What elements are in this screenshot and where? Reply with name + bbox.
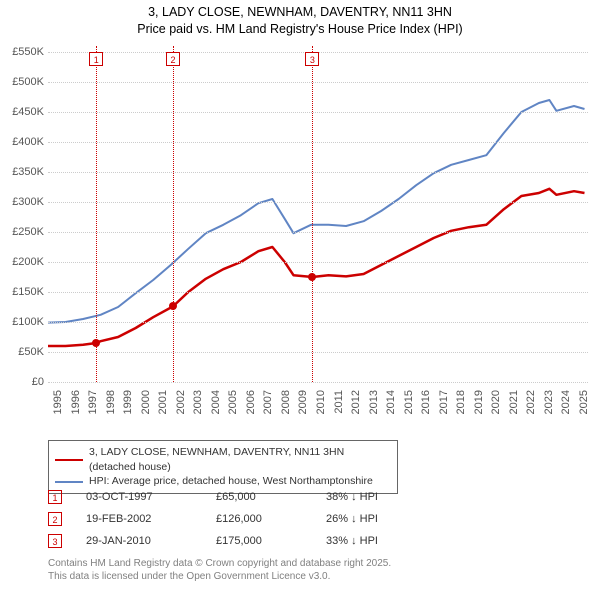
gridline <box>48 172 588 173</box>
sale-marker-number: 2 <box>166 52 180 66</box>
sales-row-number: 1 <box>48 490 62 504</box>
sales-row-number: 3 <box>48 534 62 548</box>
gridline <box>48 322 588 323</box>
sales-row: 3 29-JAN-2010£175,00033% ↓ HPI <box>48 530 446 552</box>
title-address: 3, LADY CLOSE, NEWNHAM, DAVENTRY, NN11 3… <box>0 4 600 21</box>
title-block: 3, LADY CLOSE, NEWNHAM, DAVENTRY, NN11 3… <box>0 0 600 38</box>
gridline <box>48 112 588 113</box>
y-tick-label: £0 <box>0 376 44 388</box>
y-tick-label: £300K <box>0 196 44 208</box>
sales-row-date: 03-OCT-1997 <box>86 491 216 503</box>
gridline <box>48 352 588 353</box>
sale-marker-line <box>312 46 313 382</box>
title-subtitle: Price paid vs. HM Land Registry's House … <box>0 21 600 38</box>
legend-swatch <box>55 459 83 461</box>
y-tick-label: £100K <box>0 316 44 328</box>
footnote: Contains HM Land Registry data © Crown c… <box>48 558 391 583</box>
sales-row: 2 19-FEB-2002£126,00026% ↓ HPI <box>48 508 446 530</box>
y-tick-label: £150K <box>0 286 44 298</box>
footnote-line2: This data is licensed under the Open Gov… <box>48 571 391 584</box>
sales-row-price: £65,000 <box>216 491 326 503</box>
sale-marker-dot <box>92 339 100 347</box>
footnote-line1: Contains HM Land Registry data © Crown c… <box>48 558 391 571</box>
y-tick-label: £200K <box>0 256 44 268</box>
sales-row-date: 29-JAN-2010 <box>86 535 216 547</box>
legend-label: 3, LADY CLOSE, NEWNHAM, DAVENTRY, NN11 3… <box>89 445 391 474</box>
sale-marker-number: 1 <box>89 52 103 66</box>
sales-row-price: £175,000 <box>216 535 326 547</box>
plot-area: 1 2 3 <box>48 46 588 382</box>
sale-marker-number: 3 <box>305 52 319 66</box>
sales-row-delta: 26% ↓ HPI <box>326 513 446 525</box>
sales-row-delta: 38% ↓ HPI <box>326 491 446 503</box>
sale-marker-line <box>96 46 97 382</box>
legend-row: 3, LADY CLOSE, NEWNHAM, DAVENTRY, NN11 3… <box>55 445 391 474</box>
sales-row-delta: 33% ↓ HPI <box>326 535 446 547</box>
x-tick-label: 2025 <box>578 390 600 414</box>
sales-row-date: 19-FEB-2002 <box>86 513 216 525</box>
gridline <box>48 292 588 293</box>
sales-row: 1 03-OCT-1997£65,00038% ↓ HPI <box>48 486 446 508</box>
y-tick-label: £450K <box>0 106 44 118</box>
series-hpi <box>48 100 585 323</box>
y-tick-label: £350K <box>0 166 44 178</box>
sale-marker-dot <box>169 302 177 310</box>
sale-marker-dot <box>308 273 316 281</box>
sales-table: 1 03-OCT-1997£65,00038% ↓ HPI 2 19-FEB-2002… <box>48 486 446 552</box>
y-tick-label: £400K <box>0 136 44 148</box>
chart: 1 2 3 £0 £50K £100K £150K £200K £250K £300K £350K… <box>0 40 600 430</box>
y-tick-label: £50K <box>0 346 44 358</box>
gridline <box>48 262 588 263</box>
legend-swatch <box>55 481 83 483</box>
y-tick-label: £550K <box>0 46 44 58</box>
sales-row-price: £126,000 <box>216 513 326 525</box>
gridline <box>48 142 588 143</box>
sale-marker-line <box>173 46 174 382</box>
gridline <box>48 202 588 203</box>
gridline <box>48 382 588 383</box>
sales-row-number: 2 <box>48 512 62 526</box>
y-tick-label: £500K <box>0 76 44 88</box>
y-tick-label: £250K <box>0 226 44 238</box>
gridline <box>48 82 588 83</box>
gridline <box>48 232 588 233</box>
page: 3, LADY CLOSE, NEWNHAM, DAVENTRY, NN11 3… <box>0 0 600 590</box>
line-layer <box>48 46 588 382</box>
